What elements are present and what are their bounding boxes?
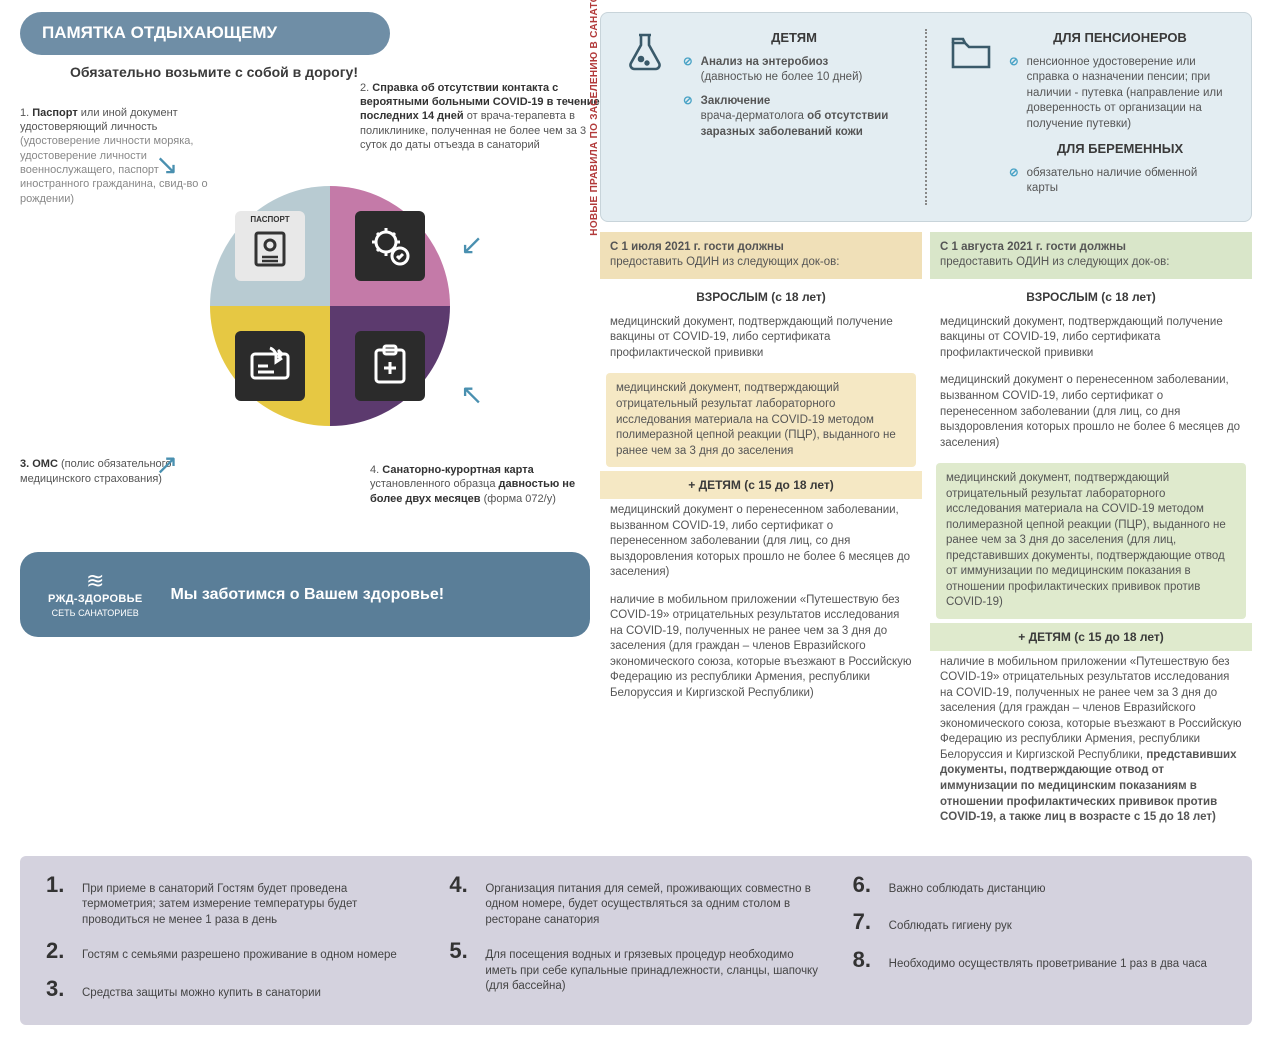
flask-icon	[621, 29, 675, 205]
rule-8: Необходимо осуществлять проветривание 1 …	[889, 957, 1207, 973]
rule-1: При приеме в санаторий Гостям будет пров…	[82, 882, 419, 929]
puzzle-q2	[330, 186, 450, 306]
puzzle-q3	[210, 306, 330, 426]
puzzle-circle: ПАСПОРТ	[210, 186, 450, 426]
rule-5: Для посещения водных и грязевых процедур…	[485, 948, 822, 995]
arrow-icon: ↖	[460, 376, 483, 414]
header-sub: Обязательно возьмите с собой в дорогу!	[70, 63, 590, 82]
check-icon: ⊘	[683, 94, 693, 141]
medical-doc-icon	[355, 331, 425, 401]
puzzle-q1: ПАСПОРТ	[210, 186, 330, 306]
brand-logo: ≋ РЖД-ЗДОРОВЬЕ СЕТЬ САНАТОРИЕВ	[48, 570, 142, 619]
arrow-icon: ↗	[155, 446, 178, 484]
arrow-icon: ↙	[460, 226, 483, 264]
check-icon: ⊘	[1009, 55, 1019, 133]
vertical-label: НОВЫЕ ПРАВИЛА ПО ЗАСЕЛЕНИЮ В САНАТОРИИ К…	[588, 0, 602, 262]
virus-check-icon	[355, 211, 425, 281]
check-icon: ⊘	[1009, 166, 1019, 197]
rule-6: Важно соблюдать дистанцию	[889, 882, 1046, 898]
rule-4: Организация питания для семей, проживающ…	[485, 882, 822, 929]
puzzle-text-1: 1. Паспорт или иной документ удостоверяю…	[20, 106, 215, 206]
rule-3: Средства защиты можно купить в санатории	[82, 986, 321, 1002]
tagline-text: Мы заботимся о Вашем здоровье!	[170, 584, 444, 606]
passport-icon: ПАСПОРТ	[235, 211, 305, 281]
puzzle-text-4: 4. Санаторно-курортная карта установленн…	[370, 463, 600, 506]
check-icon: ⊘	[683, 55, 693, 86]
folder-icon	[947, 29, 1001, 205]
bottom-rules-bar: 1.При приеме в санаторий Гостям будет пр…	[20, 856, 1252, 1026]
pregnant-heading: ДЛЯ БЕРЕМЕННЫХ	[1009, 140, 1231, 158]
rules-columns: С 1 июля 2021 г. гости должныпредоставит…	[600, 232, 1252, 834]
rule-2: Гостям с семьями разрешено проживание в …	[82, 948, 397, 964]
rule-7: Соблюдать гигиену рук	[889, 919, 1012, 935]
tagline-bar: ≋ РЖД-ЗДОРОВЬЕ СЕТЬ САНАТОРИЕВ Мы заботи…	[20, 552, 590, 637]
insurance-card-icon	[235, 331, 305, 401]
puzzle-text-2: 2. Справка об отсутствии контакта с веро…	[360, 81, 600, 152]
waves-icon: ≋	[48, 570, 142, 592]
puzzle-diagram: 1. Паспорт или иной документ удостоверяю…	[20, 96, 590, 546]
arrow-icon: ↘	[155, 146, 178, 184]
pensioners-heading: ДЛЯ ПЕНСИОНЕРОВ	[1009, 29, 1231, 47]
header-pill: ПАМЯТКА ОТДЫХАЮЩЕМУ	[20, 12, 390, 55]
top-requirements-box: ДЕТЯМ ⊘Анализ на энтеробиоз(давностью не…	[600, 12, 1252, 222]
puzzle-q4	[330, 306, 450, 426]
puzzle-text-3: 3. ОМС (полис обязательного медицинского…	[20, 457, 215, 486]
kids-heading: ДЕТЯМ	[683, 29, 905, 47]
